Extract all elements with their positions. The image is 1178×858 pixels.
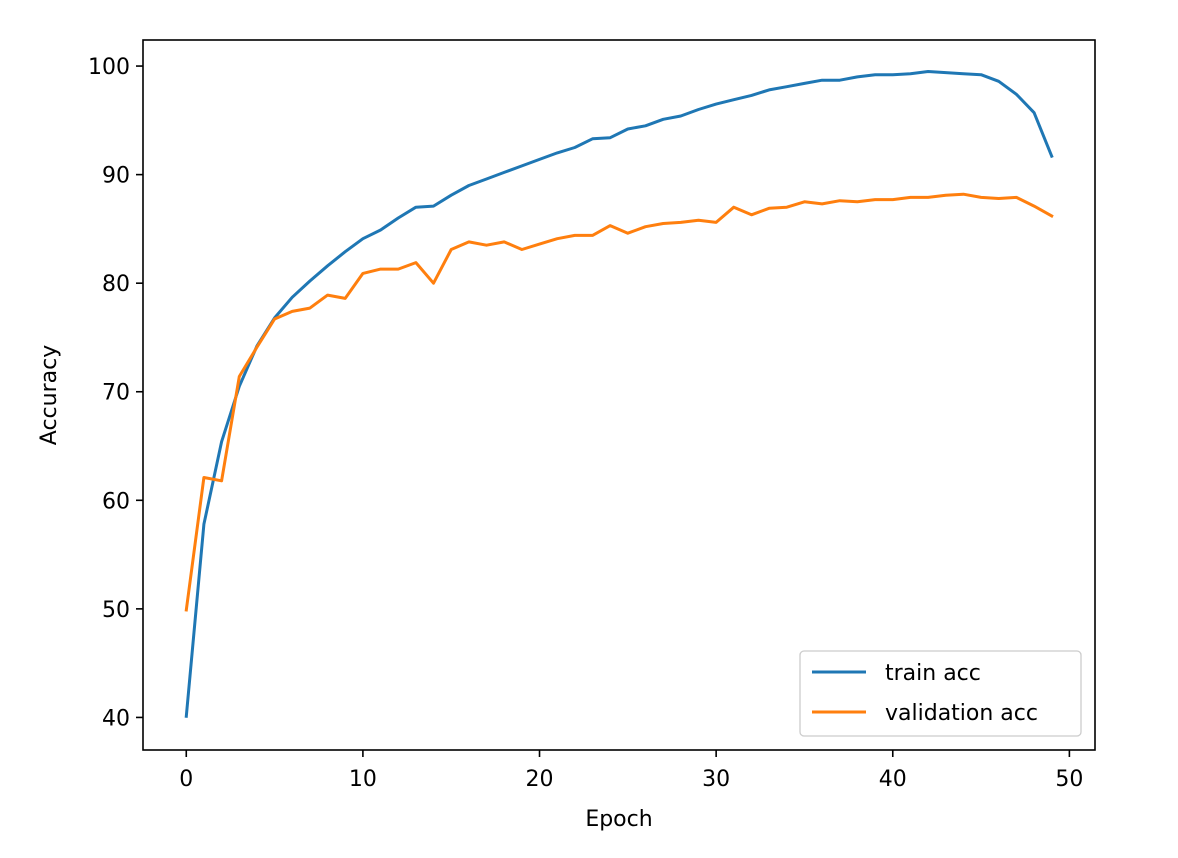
legend-box [799, 650, 1082, 737]
y-tick-label: 80 [102, 272, 130, 297]
x-tick-label: 50 [1055, 767, 1083, 792]
plot-area-frame [142, 39, 1096, 751]
y-tick-label: 100 [88, 55, 130, 80]
series-lines [184, 70, 1054, 718]
y-tick-label: 40 [102, 706, 130, 731]
x-tick-label: 20 [526, 767, 554, 792]
y-axis-ticks: 40 50 60 70 80 90 100 [88, 55, 143, 731]
y-tick-label: 70 [102, 381, 130, 406]
x-tick-label: 30 [702, 767, 730, 792]
x-tick-label: 0 [179, 767, 193, 792]
legend: train acc validation acc [799, 650, 1082, 737]
legend-label-train-acc: train acc [885, 661, 981, 686]
x-tick-label: 40 [879, 767, 907, 792]
y-tick-label: 90 [102, 164, 130, 189]
x-axis-ticks: 0 10 20 30 40 50 [179, 750, 1083, 792]
x-tick-label: 10 [349, 767, 377, 792]
series-line-validation-acc [184, 192, 1054, 612]
y-axis-label: Accuracy [37, 345, 62, 445]
legend-label-validation-acc: validation acc [885, 701, 1038, 726]
y-tick-label: 60 [102, 489, 130, 514]
series-line-train-acc [184, 70, 1054, 718]
y-tick-label: 50 [102, 598, 130, 623]
x-axis-label: Epoch [585, 807, 652, 832]
